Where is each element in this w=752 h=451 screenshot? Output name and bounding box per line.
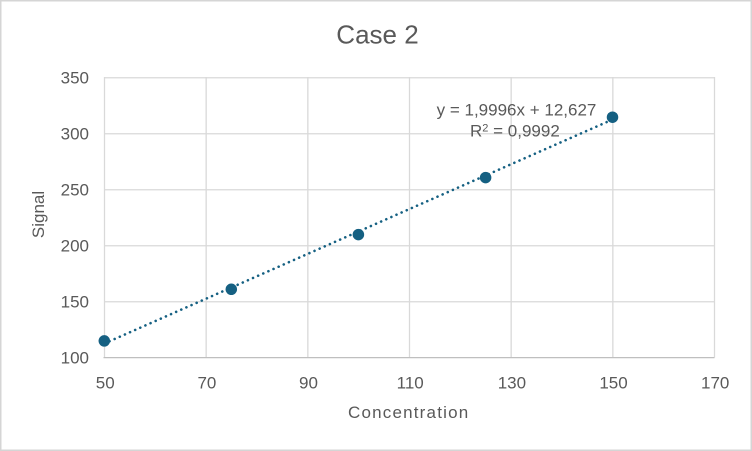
svg-text:300: 300 bbox=[61, 125, 89, 144]
svg-text:50: 50 bbox=[96, 373, 115, 392]
svg-text:350: 350 bbox=[61, 69, 89, 88]
svg-text:70: 70 bbox=[197, 373, 216, 392]
svg-text:90: 90 bbox=[299, 373, 318, 392]
svg-text:170: 170 bbox=[701, 373, 729, 392]
svg-text:130: 130 bbox=[498, 373, 526, 392]
svg-text:150: 150 bbox=[599, 373, 627, 392]
svg-text:200: 200 bbox=[61, 237, 89, 256]
svg-text:150: 150 bbox=[61, 293, 89, 312]
svg-text:R2 = 0,9992: R2 = 0,9992 bbox=[470, 122, 560, 141]
svg-text:Concentration: Concentration bbox=[348, 403, 469, 422]
svg-text:Signal: Signal bbox=[29, 191, 48, 238]
svg-text:110: 110 bbox=[397, 373, 424, 392]
svg-text:Case 2: Case 2 bbox=[336, 20, 418, 50]
svg-text:250: 250 bbox=[61, 181, 89, 200]
svg-text:100: 100 bbox=[61, 349, 89, 368]
svg-text:y = 1,9996x + 12,627: y = 1,9996x + 12,627 bbox=[437, 101, 597, 120]
